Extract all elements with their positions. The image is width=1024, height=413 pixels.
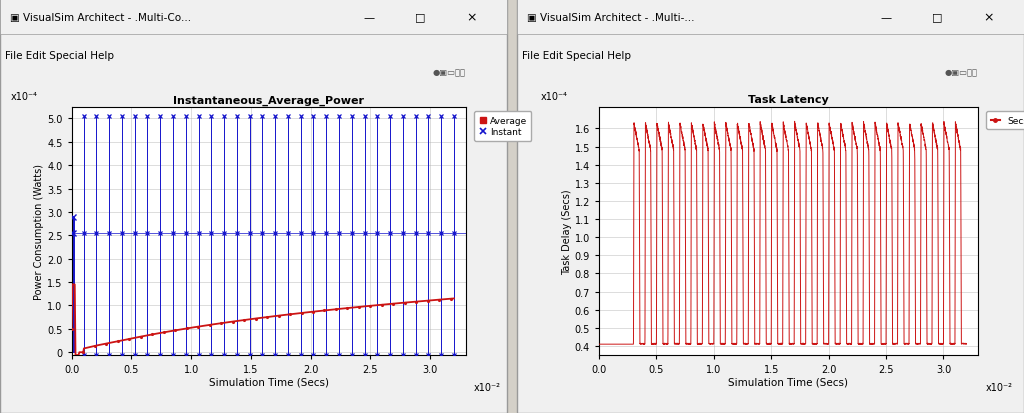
Y-axis label: Power Consumption (Watts): Power Consumption (Watts) bbox=[35, 164, 44, 299]
Text: ●▣▭⏮📊: ●▣▭⏮📊 bbox=[945, 69, 978, 78]
Text: x10⁻⁴: x10⁻⁴ bbox=[541, 92, 567, 102]
Text: —: — bbox=[881, 12, 892, 23]
Text: x10⁻⁴: x10⁻⁴ bbox=[10, 92, 38, 102]
X-axis label: Simulation Time (Secs): Simulation Time (Secs) bbox=[728, 377, 849, 387]
Y-axis label: Task Delay (Secs): Task Delay (Secs) bbox=[562, 189, 571, 274]
Text: File Edit Special Help: File Edit Special Help bbox=[5, 51, 114, 61]
Text: ×: × bbox=[983, 11, 993, 24]
Text: ●▣▭⏮📊: ●▣▭⏮📊 bbox=[433, 69, 466, 78]
Text: x10⁻²: x10⁻² bbox=[985, 382, 1013, 392]
Text: ▣ VisualSim Architect - .Multi-Co...: ▣ VisualSim Architect - .Multi-Co... bbox=[10, 12, 191, 23]
Text: ▣ VisualSim Architect - .Multi-...: ▣ VisualSim Architect - .Multi-... bbox=[527, 12, 695, 23]
Text: □: □ bbox=[415, 12, 425, 23]
Title: Task Latency: Task Latency bbox=[749, 95, 828, 105]
Text: □: □ bbox=[932, 12, 942, 23]
Legend: Average, Instant: Average, Instant bbox=[474, 112, 531, 142]
Text: ×: × bbox=[466, 11, 476, 24]
Text: File Edit Special Help: File Edit Special Help bbox=[522, 51, 631, 61]
Title: Instantaneous_Average_Power: Instantaneous_Average_Power bbox=[173, 95, 365, 105]
Legend: Secs: Secs bbox=[986, 112, 1024, 130]
X-axis label: Simulation Time (Secs): Simulation Time (Secs) bbox=[209, 377, 329, 387]
Text: x10⁻²: x10⁻² bbox=[474, 382, 501, 392]
Text: —: — bbox=[364, 12, 375, 23]
